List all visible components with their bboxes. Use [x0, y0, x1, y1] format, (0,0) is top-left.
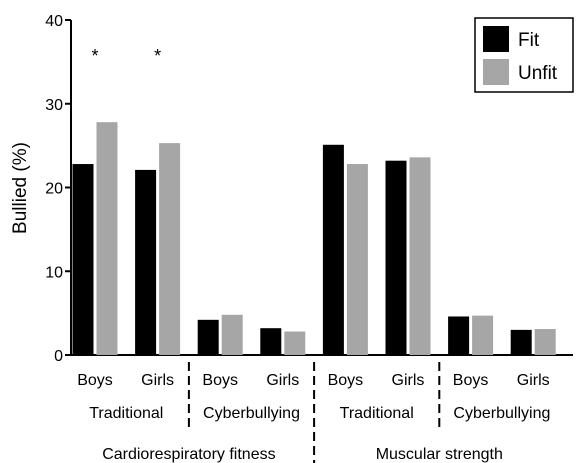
group-label: Traditional [89, 405, 163, 422]
bar-unfit-0 [96, 122, 118, 355]
bar-fit-6 [448, 316, 470, 355]
category-label: Boys [328, 372, 364, 389]
panel-label: Cardiorespiratory fitness [102, 446, 275, 463]
category-label: Girls [392, 372, 425, 389]
bar-fit-3 [260, 328, 282, 355]
y-tick-label: 10 [45, 264, 63, 281]
bar-fit-2 [197, 319, 219, 355]
legend: Fit Unfit [474, 17, 574, 93]
bar-unfit-4 [346, 164, 368, 355]
bar-fit-5 [385, 160, 407, 355]
y-tick-label: 20 [45, 181, 63, 198]
bar-unfit-1 [159, 143, 181, 355]
y-tick-label: 30 [45, 97, 63, 114]
legend-swatch-fit [483, 26, 509, 52]
group-label: Traditional [340, 405, 414, 422]
significance-marker: * [91, 46, 98, 66]
bar-unfit-7 [534, 329, 556, 355]
y-tick-label: 40 [45, 13, 63, 30]
legend-label-unfit: Unfit [518, 63, 558, 84]
category-label: Boys [453, 372, 489, 389]
legend-label-fit: Fit [518, 30, 540, 51]
bar-unfit-2 [221, 314, 243, 355]
bar-fit-7 [510, 329, 532, 355]
bars [72, 122, 556, 355]
category-label: Boys [202, 372, 238, 389]
category-label: Girls [266, 372, 299, 389]
category-label: Girls [517, 372, 550, 389]
bar-fit-4 [322, 144, 344, 355]
group-label: Cyberbullying [203, 405, 300, 422]
bar-fit-1 [135, 169, 157, 355]
legend-swatch-unfit [483, 59, 509, 85]
category-labels: Boys Girls Boys Girls Boys Girls Boys Girls Trad… [77, 362, 550, 463]
significance-marker: * [154, 46, 161, 66]
category-label: Boys [77, 372, 113, 389]
panel-label: Muscular strength [376, 446, 503, 463]
y-tick-label: 0 [54, 348, 63, 365]
y-axis-label: Bullied (%) [10, 142, 31, 234]
bar-unfit-5 [409, 157, 431, 355]
bar-unfit-6 [472, 315, 494, 355]
annotations: * * [91, 46, 161, 66]
category-label: Girls [141, 372, 174, 389]
group-label: Cyberbullying [453, 405, 550, 422]
bar-unfit-3 [284, 331, 306, 355]
bar-fit-0 [72, 164, 94, 355]
